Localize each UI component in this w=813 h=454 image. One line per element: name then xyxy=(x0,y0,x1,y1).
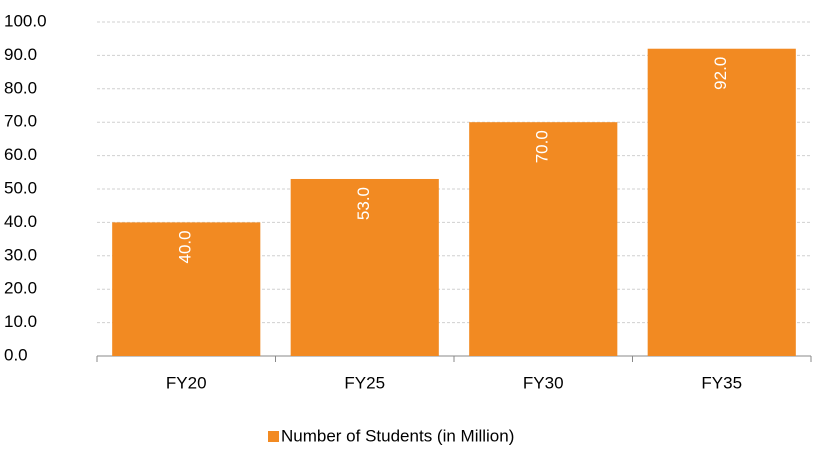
x-tick-label: FY30 xyxy=(523,373,564,392)
bar xyxy=(290,178,439,356)
x-tick-label: FY20 xyxy=(166,373,207,392)
x-tick-label: FY25 xyxy=(344,373,385,392)
y-tick-label: 0.0 xyxy=(4,345,28,364)
legend-swatch xyxy=(268,431,279,442)
y-tick-label: 50.0 xyxy=(4,178,37,197)
bar xyxy=(112,222,261,356)
y-tick-label: 60.0 xyxy=(4,145,37,164)
y-tick-label: 10.0 xyxy=(4,312,37,331)
y-tick-label: 100.0 xyxy=(4,11,47,30)
data-label: 70.0 xyxy=(533,130,552,163)
legend-label: Number of Students (in Million) xyxy=(281,426,514,445)
y-tick-label: 70.0 xyxy=(4,112,37,131)
y-tick-label: 40.0 xyxy=(4,212,37,231)
y-tick-label: 90.0 xyxy=(4,45,37,64)
data-label: 53.0 xyxy=(354,187,373,220)
data-label: 40.0 xyxy=(176,230,195,263)
y-tick-label: 30.0 xyxy=(4,245,37,264)
bar xyxy=(469,122,618,356)
y-tick-label: 80.0 xyxy=(4,78,37,97)
x-tick-label: FY35 xyxy=(701,373,742,392)
data-label: 92.0 xyxy=(711,57,730,90)
bar xyxy=(647,48,796,356)
y-tick-label: 20.0 xyxy=(4,279,37,298)
